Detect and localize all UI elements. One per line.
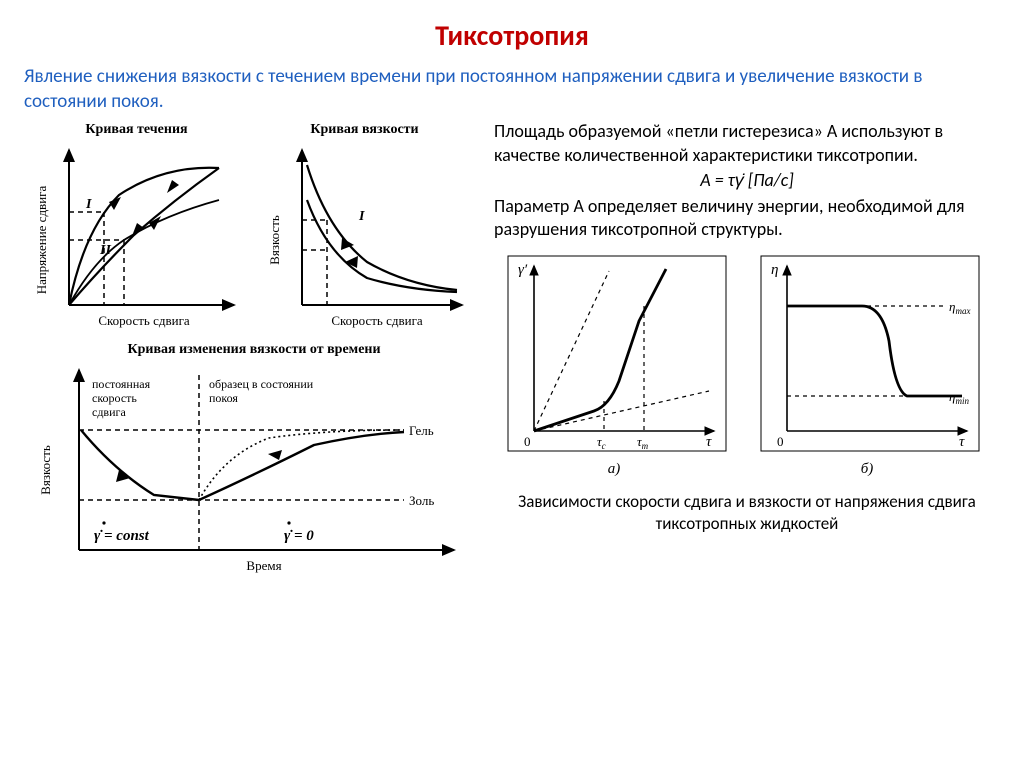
time-curve-svg: постоянная скорость сдвига образец в сос… <box>24 360 474 585</box>
curve-label-I: I <box>85 197 92 212</box>
paragraph-2: Параметр A определяет величину энергии, … <box>494 195 1000 242</box>
chart-b-svg: η τ 0 ηmax ηmin б) <box>747 251 992 481</box>
definition-text: Явление снижения вязкости с течением вре… <box>24 65 1000 114</box>
visc-curve-label-I: I <box>358 209 365 224</box>
flow-curve-title: Кривая течения <box>24 122 249 138</box>
svg-text:образец в состоянии: образец в состоянии <box>209 377 314 391</box>
svg-text:покоя: покоя <box>209 391 238 405</box>
curve-label-II: II <box>99 243 111 258</box>
flow-curve-diagram: Кривая течения <box>24 120 249 340</box>
visc-ylabel: Вязкость <box>267 215 282 265</box>
viscosity-curve-diagram: Кривая вязкости I Вязкость <box>257 120 472 340</box>
page-title: Тиксотропия <box>24 18 1000 53</box>
visc-xlabel: Скорость сдвига <box>331 313 423 328</box>
visc-curve-svg: I Вязкость Скорость сдвига <box>257 140 472 335</box>
right-diagram-row: γ′ τ 0 τс τт а) η τ 0 ηmax <box>494 251 1000 481</box>
svg-text:τт: τт <box>637 434 649 451</box>
chart-a-xlabel: τ <box>706 434 712 450</box>
label-gel: Гель <box>409 423 434 438</box>
flow-curve-svg: I II Напряжение сдвига Скорость сдвига <box>24 140 249 335</box>
svg-text:ηmax: ηmax <box>949 299 970 316</box>
chart-b-xlabel: τ <box>959 434 965 450</box>
chart-a-ylabel: γ′ <box>518 262 528 278</box>
paragraph-1: Площадь образуемой «петли гистерезиса» A… <box>494 120 1000 167</box>
left-column: Кривая течения <box>24 120 484 590</box>
time-curve-diagram: Кривая изменения вязкости от времени <box>24 342 484 590</box>
chart-b-ylabel: η <box>771 262 778 278</box>
label-sol: Золь <box>409 493 434 508</box>
right-column: Площадь образуемой «петли гистерезиса» A… <box>494 120 1000 590</box>
main-grid: Кривая течения <box>24 120 1000 590</box>
flow-xlabel: Скорость сдвига <box>98 313 190 328</box>
top-diagram-row: Кривая течения <box>24 120 484 340</box>
chart-b-origin: 0 <box>777 434 784 449</box>
formula: A = τγ̇ [Па/с] <box>494 169 1000 192</box>
time-ylabel: Вязкость <box>38 445 53 495</box>
label-gamma-const: γ̇ = const <box>94 528 150 544</box>
chart-b-caption: б) <box>861 461 874 477</box>
bottom-caption: Зависимости скорости сдвига и вязкости о… <box>494 491 1000 535</box>
label-gamma-zero: γ̇ = 0 <box>284 528 314 544</box>
svg-text:сдвига: сдвига <box>92 405 126 419</box>
svg-text:τс: τс <box>597 434 606 451</box>
svg-text:скорость: скорость <box>92 391 137 405</box>
time-xlabel: Время <box>246 558 281 573</box>
time-curve-title: Кривая изменения вязкости от времени <box>24 342 484 358</box>
svg-text:постоянная: постоянная <box>92 377 151 391</box>
chart-a-origin: 0 <box>524 434 531 449</box>
chart-a-caption: а) <box>608 461 621 477</box>
flow-ylabel: Напряжение сдвига <box>34 186 49 295</box>
svg-text:ηmin: ηmin <box>949 389 969 406</box>
chart-a-svg: γ′ τ 0 τс τт а) <box>494 251 739 481</box>
visc-curve-title: Кривая вязкости <box>257 122 472 138</box>
